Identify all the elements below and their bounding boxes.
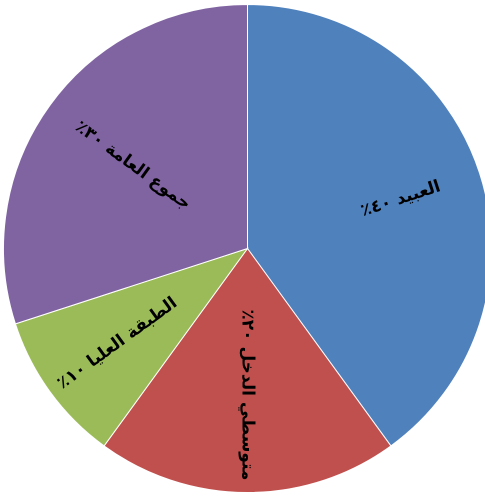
pie-slice-4 — [3, 3, 248, 325]
pie-slice-2 — [103, 247, 392, 493]
pie-slice-3 — [14, 247, 249, 447]
pie-slice-label-2: متوسطي الدخل ٢٠٪ — [238, 309, 258, 480]
pie-slice-1 — [247, 3, 485, 447]
pie-slices — [3, 3, 485, 493]
